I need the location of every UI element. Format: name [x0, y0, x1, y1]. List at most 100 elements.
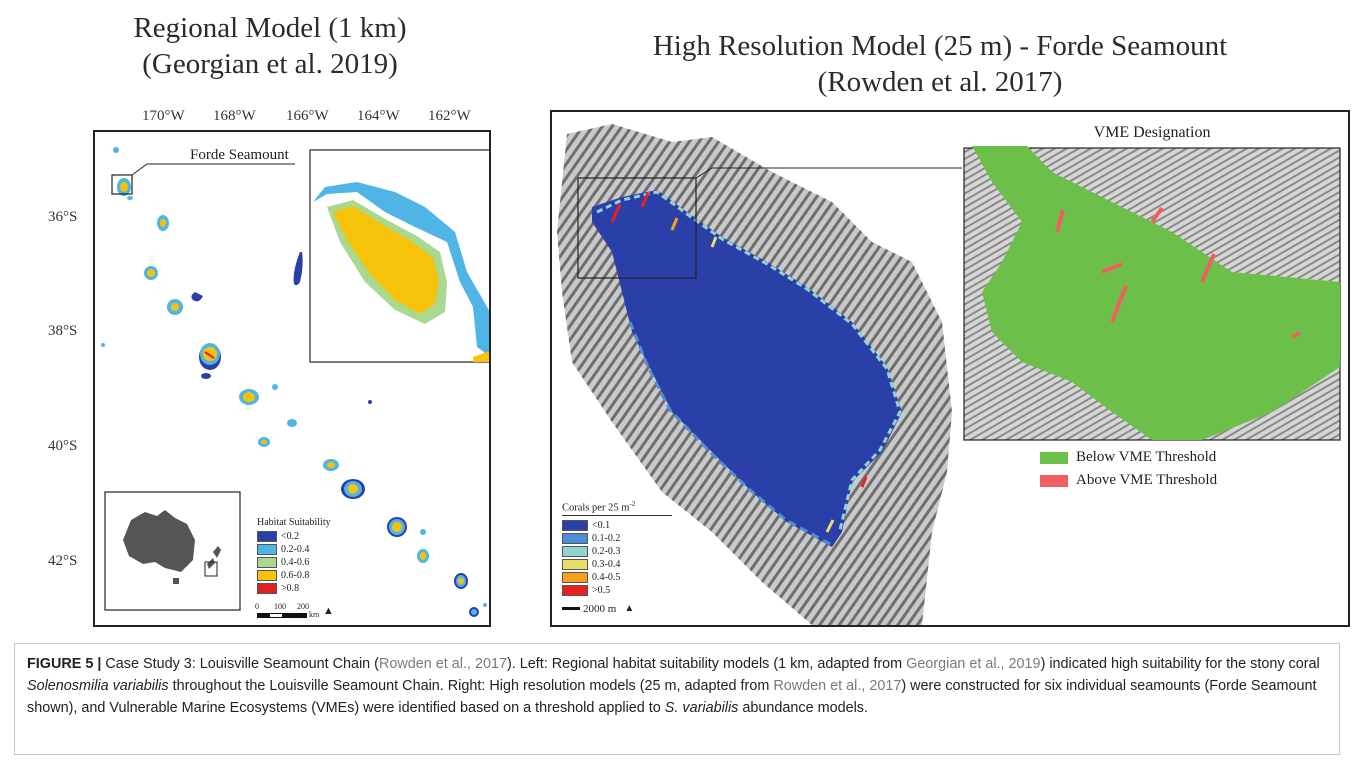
legend-label: 0.4-0.6 [281, 557, 310, 568]
vme-legend-label: Above VME Threshold [1076, 472, 1218, 488]
north-arrow-icon: ▲ [624, 603, 635, 614]
seamount-chain [101, 147, 487, 617]
legend-swatch [562, 558, 588, 570]
vme-legend-item: Above VME Threshold [1040, 469, 1217, 492]
caption-text: ) indicated high suitability for the sto… [1040, 656, 1320, 672]
legend-swatch [257, 557, 277, 568]
regional-map-frame: Forde Seamount Habitat Suitability <0.2 … [93, 130, 491, 627]
citation-link[interactable]: Rowden et al., 2017 [378, 656, 507, 672]
locator-inset [104, 491, 241, 611]
legend-swatch [562, 571, 588, 583]
scale-bar: 2000 m ▲ [562, 603, 672, 615]
regional-map: Forde Seamount [101, 147, 489, 617]
legend-item: <0.2 [257, 530, 347, 543]
legend-label: <0.2 [281, 531, 300, 542]
vme-swatch [1040, 451, 1068, 464]
legend-swatch [257, 570, 277, 581]
left-title: Regional Model (1 km) (Georgian et al. 2… [100, 10, 440, 82]
scale-bar-graphic [562, 607, 580, 610]
caption-text: ). Left: Regional habitat suitability mo… [507, 656, 907, 672]
caption-text: Case Study 3: Louisville Seamount Chain … [101, 656, 379, 672]
lon-label: 164°W [357, 108, 400, 124]
habitat-legend: Habitat Suitability <0.2 0.2-0.4 0.4-0.6… [257, 517, 347, 595]
scale-unit: km [309, 610, 320, 619]
legend-label: 0.2-0.3 [592, 545, 621, 557]
left-title-line1: Regional Model (1 km) [133, 12, 407, 44]
forde-highres-frame: VME Designation Below VME Threshold Abov… [550, 110, 1350, 627]
corals-legend-title-exponent: -2 [629, 500, 636, 508]
species-name: Solenosmilia variabilis [27, 678, 169, 694]
caption-text: abundance models. [738, 700, 868, 716]
vme-inset [963, 146, 1341, 441]
legend-label: 0.3-0.4 [592, 558, 621, 570]
legend-label: >0.5 [592, 584, 611, 596]
legend-swatch [257, 544, 277, 555]
legend-item: 0.6-0.8 [257, 569, 347, 582]
lon-label: 168°W [213, 108, 256, 124]
zoom-locator-box [577, 177, 697, 279]
scale-tick-label: 0 [255, 602, 259, 611]
legend-item: 0.4-0.5 [562, 571, 672, 584]
forde-zoom-inset [309, 149, 489, 363]
legend-label: 0.1-0.2 [592, 532, 621, 544]
legend-item: 0.2-0.4 [257, 543, 347, 556]
legend-label: 0.2-0.4 [281, 544, 310, 555]
scale-tick-label: 200 [297, 602, 309, 611]
scale-tick-label: 100 [274, 602, 286, 611]
species-name: S. variabilis [664, 700, 739, 716]
legend-label: >0.8 [281, 583, 300, 594]
north-arrow-icon: ▲ [323, 605, 334, 617]
legend-label: 0.4-0.5 [592, 571, 621, 583]
citation-link[interactable]: Georgian et al., 2019 [906, 656, 1041, 672]
legend-item: 0.2-0.3 [562, 545, 672, 558]
lon-label: 170°W [142, 108, 185, 124]
caption-text: throughout the Louisville Seamount Chain… [168, 678, 774, 694]
summit-rim [596, 190, 902, 531]
right-title-line2: (Rowden et al. 2017) [817, 66, 1063, 98]
figure-caption: FIGURE 5 | Case Study 3: Louisville Seam… [14, 643, 1340, 755]
right-title-line1: High Resolution Model (25 m) - Forde Sea… [652, 30, 1228, 62]
legend-item: 0.4-0.6 [257, 556, 347, 569]
lat-label: 36°S [48, 209, 78, 225]
legend-item: >0.5 [562, 584, 672, 597]
right-title: High Resolution Model (25 m) - Forde Sea… [560, 28, 1320, 100]
vme-inset-title: VME Designation [1093, 124, 1211, 141]
corals-legend-title: Corals per 25 m-2 [562, 500, 672, 516]
forde-callout-label: Forde Seamount [190, 147, 290, 163]
legend-item: 0.1-0.2 [562, 532, 672, 545]
vme-swatch [1040, 474, 1068, 487]
seamount-summit [592, 190, 902, 547]
legend-label: 0.6-0.8 [281, 570, 310, 581]
high-abundance-spots [610, 192, 868, 533]
lon-label: 162°W [428, 108, 471, 124]
scale-bar-graphic [257, 613, 307, 618]
legend-swatch [257, 531, 277, 542]
legend-label: <0.1 [592, 519, 611, 531]
scale-bar: 0 100 200 km ▲ [255, 602, 357, 622]
legend-swatch [562, 584, 588, 596]
legend-swatch [562, 519, 588, 531]
lat-label: 42°S [48, 553, 78, 569]
vme-legend-item: Below VME Threshold [1040, 446, 1217, 469]
corals-legend-title-text: Corals per 25 m [562, 502, 630, 514]
legend-item: <0.1 [562, 519, 672, 532]
scale-label: 2000 m [583, 602, 617, 615]
legend-swatch [257, 583, 277, 594]
legend-swatch [562, 532, 588, 544]
vme-legend-label: Below VME Threshold [1076, 449, 1217, 465]
corals-legend: Corals per 25 m-2 <0.1 0.1-0.2 0.2-0.3 0… [562, 500, 672, 615]
citation-link[interactable]: Rowden et al., 2017 [773, 678, 902, 694]
forde-locator-box [111, 174, 133, 195]
legend-item: 0.3-0.4 [562, 558, 672, 571]
left-title-line2: (Georgian et al. 2019) [142, 48, 398, 80]
legend-swatch [562, 545, 588, 557]
figure-label: FIGURE 5 | [27, 656, 102, 672]
lon-label: 166°W [286, 108, 329, 124]
lat-label: 38°S [48, 323, 78, 339]
lat-label: 40°S [48, 438, 78, 454]
forde-highres-map [557, 124, 1341, 625]
habitat-legend-title: Habitat Suitability [257, 517, 331, 528]
legend-item: >0.8 [257, 582, 347, 595]
vme-legend: Below VME Threshold Above VME Threshold [1040, 446, 1217, 492]
caption-text: ) were constructed for six individual se… [27, 678, 1317, 716]
